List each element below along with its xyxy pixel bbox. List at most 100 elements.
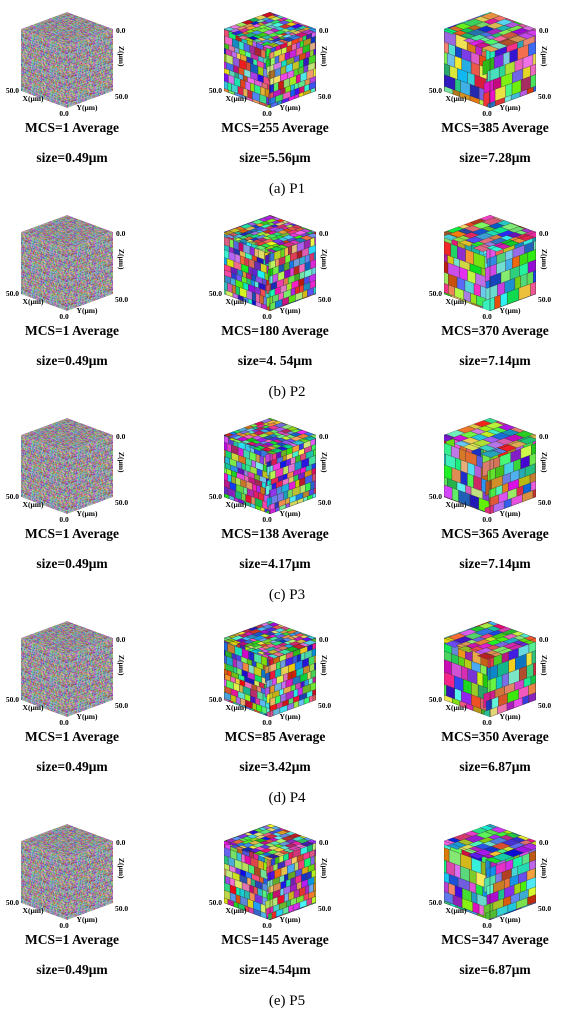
grain	[314, 287, 316, 297]
grain	[294, 701, 299, 712]
axis-label: X(μm)	[226, 297, 247, 306]
axis-label: Z(μm)	[320, 858, 329, 879]
grain	[523, 695, 529, 711]
grain	[289, 905, 294, 916]
axis-label: Z(μm)	[117, 655, 126, 676]
caption: MCS=1 Average	[25, 932, 119, 947]
axis-label: Z(μm)	[117, 858, 126, 879]
grain	[265, 254, 269, 264]
grain	[529, 692, 536, 708]
caption: size=0.49μm	[36, 759, 108, 774]
cube	[429, 415, 544, 527]
grain	[300, 298, 304, 308]
caption: MCS=255 Average	[221, 120, 329, 135]
grain	[255, 505, 260, 516]
grain	[313, 902, 316, 912]
axis-label: 50.0	[209, 86, 222, 95]
axis-label: 50.0	[6, 898, 19, 907]
axis-label: 50.0	[115, 701, 128, 710]
axis-label: Y(μm)	[500, 712, 521, 721]
panel-label: (c) P3	[269, 587, 305, 603]
axis-label: 0.0	[539, 229, 549, 238]
grain	[533, 489, 536, 504]
axis-label: Y(μm)	[77, 915, 98, 924]
axis-label: 0.0	[116, 635, 126, 644]
axis-label: X(μm)	[446, 94, 467, 103]
axis-label: 0.0	[116, 26, 126, 35]
grain	[520, 89, 527, 105]
grain	[219, 230, 223, 240]
caption: size=0.49μm	[36, 353, 108, 368]
panel-label: (d) P4	[268, 790, 306, 806]
caption: MCS=370 Average	[441, 323, 549, 338]
axis-label: 0.0	[59, 921, 69, 930]
grain	[272, 911, 276, 921]
grain	[473, 902, 479, 918]
axis-label: 50.0	[429, 898, 442, 907]
axis-label: 0.0	[262, 109, 272, 118]
axis-label: X(μm)	[446, 297, 467, 306]
axis-label: 50.0	[318, 295, 331, 304]
caption: size=4.54μm	[239, 962, 311, 977]
axis-label: 0.0	[262, 515, 272, 524]
panel-label: (b) P2	[268, 384, 305, 400]
grain	[299, 92, 304, 103]
axis-label: Z(μm)	[117, 249, 126, 270]
axis-label: 50.0	[209, 289, 222, 298]
axis-label: 0.0	[262, 312, 272, 321]
axis-label: Z(μm)	[320, 655, 329, 676]
caption: MCS=1 Average	[25, 526, 119, 541]
axis-label: Y(μm)	[280, 915, 301, 924]
caption: MCS=138 Average	[221, 526, 329, 541]
axis-label: X(μm)	[23, 94, 44, 103]
caption: MCS=385 Average	[441, 120, 549, 135]
axis-label: 50.0	[6, 86, 19, 95]
grain	[251, 503, 256, 514]
axis-label: X(μm)	[226, 906, 247, 915]
grain	[311, 88, 315, 98]
axis-label: 50.0	[115, 904, 128, 913]
panel-label: (e) P5	[269, 993, 305, 1009]
axis-label: 0.0	[319, 838, 329, 847]
axis-label: 50.0	[115, 295, 128, 304]
cube	[428, 212, 542, 327]
caption: MCS=347 Average	[441, 932, 549, 947]
caption: size=0.49μm	[36, 962, 108, 977]
grain	[313, 694, 316, 704]
axis-label: 0.0	[319, 229, 329, 238]
caption: size=4.17μm	[239, 556, 311, 571]
axis-label: 50.0	[538, 701, 551, 710]
caption: size=3.42μm	[239, 759, 311, 774]
axis-label: Y(μm)	[500, 915, 521, 924]
caption: MCS=85 Average	[225, 729, 326, 744]
axis-label: 50.0	[538, 92, 551, 101]
caption: MCS=1 Average	[25, 729, 119, 744]
axis-label: Y(μm)	[77, 306, 98, 315]
axis-label: 0.0	[59, 515, 69, 524]
axis-label: 0.0	[59, 109, 69, 118]
caption: MCS=1 Average	[25, 120, 119, 135]
axis-label: Y(μm)	[77, 712, 98, 721]
axis-label: 0.0	[319, 432, 329, 441]
grain	[473, 706, 481, 723]
caption: size=4. 54μm	[238, 353, 313, 368]
grain	[530, 902, 536, 918]
grain	[312, 896, 316, 906]
axis-label: X(μm)	[23, 297, 44, 306]
axis-label: 50.0	[538, 295, 551, 304]
axis-label: 50.0	[318, 701, 331, 710]
grain	[531, 282, 536, 298]
caption: size=6.87μm	[459, 759, 531, 774]
axis-label: Z(μm)	[540, 655, 549, 676]
axis-label: 0.0	[482, 312, 492, 321]
grain	[527, 87, 533, 103]
axis-label: X(μm)	[226, 94, 247, 103]
axis-label: 50.0	[209, 695, 222, 704]
axis-label: Y(μm)	[280, 103, 301, 112]
axis-label: 50.0	[6, 695, 19, 704]
caption: size=7.14μm	[459, 556, 531, 571]
axis-label: Y(μm)	[500, 509, 521, 518]
grain	[310, 294, 314, 304]
axis-label: 0.0	[539, 26, 549, 35]
axis-label: 0.0	[539, 635, 549, 644]
